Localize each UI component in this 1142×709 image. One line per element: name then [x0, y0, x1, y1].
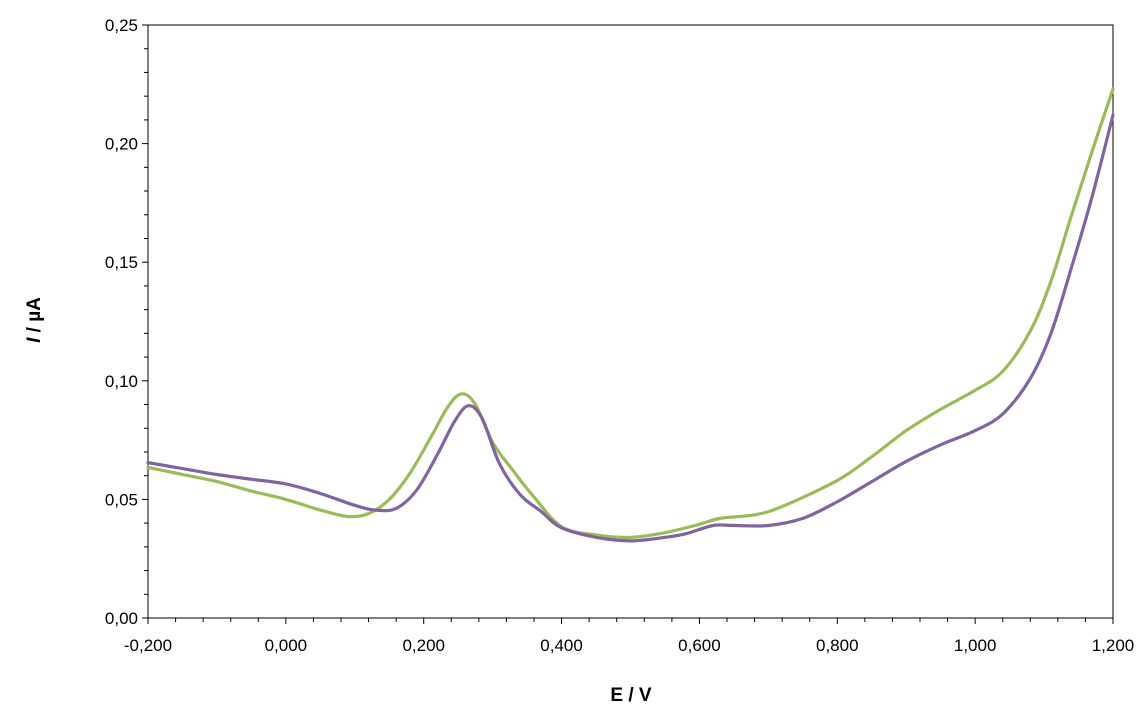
y-axis-title: I / µA: [24, 297, 45, 343]
y-axis-title-unit: / µA: [24, 297, 45, 338]
x-tick-label: 0,200: [402, 636, 445, 655]
x-tick-label: 0,000: [265, 636, 308, 655]
plot-border: [147, 24, 1114, 619]
y-tick-label: 0,05: [105, 490, 138, 509]
x-tick-label: 1,000: [954, 636, 997, 655]
x-tick-label: -0,200: [124, 636, 172, 655]
x-tick-label: 0,600: [678, 636, 721, 655]
y-tick-label: 0,00: [105, 609, 138, 628]
x-tick-label: 0,800: [816, 636, 859, 655]
y-tick-label: 0,25: [105, 16, 138, 35]
y-tick-label: 0,10: [105, 372, 138, 391]
x-tick-label: 0,400: [540, 636, 583, 655]
y-axis-title-italic: I: [24, 337, 45, 343]
axes-layer: 0,00 0,05 0,10 0,15 0,20 0,25 -0,200 0,000 0,200…: [105, 16, 1134, 655]
y-tick-label: 0,20: [105, 135, 138, 154]
series-layer: [146, 87, 1115, 543]
series-line-1: [146, 87, 1115, 540]
y-tick-label: 0,15: [105, 253, 138, 272]
plot-area: [147, 24, 1114, 619]
x-axis-title: E / V: [610, 685, 652, 706]
series-line-2: [146, 113, 1115, 543]
x-tick-label: 1,200: [1092, 636, 1135, 655]
